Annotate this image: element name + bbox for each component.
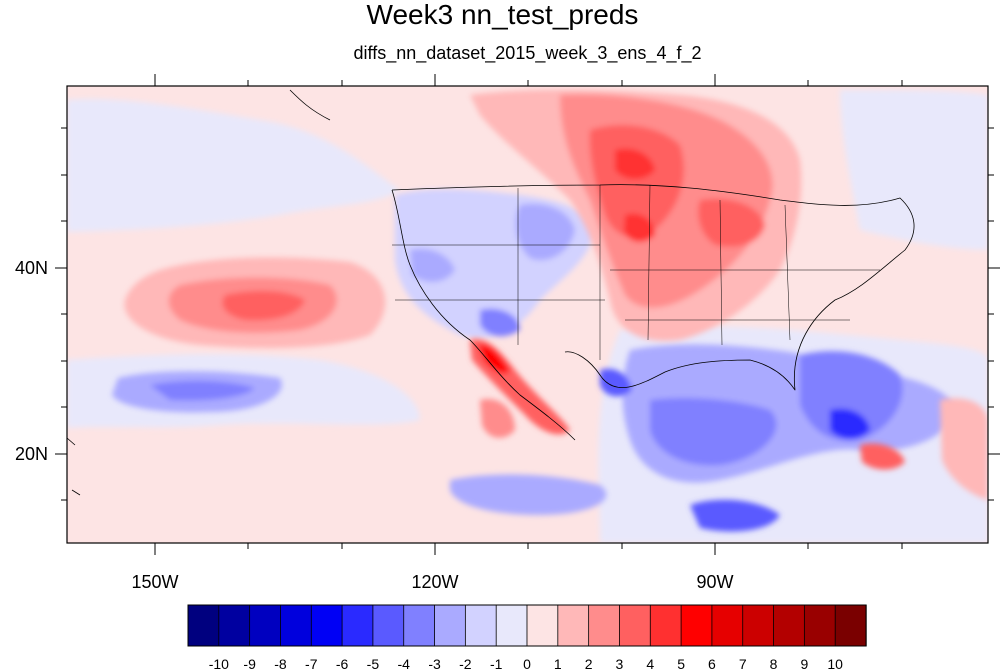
colorbar-frame bbox=[187, 604, 867, 647]
colorbar-tick-label: 7 bbox=[739, 656, 747, 672]
colorbar-tick-label: -1 bbox=[490, 656, 503, 672]
y-tick-label-40n: 40N bbox=[15, 258, 48, 278]
colorbar-tick-label: -5 bbox=[367, 656, 380, 672]
colorbar-tick-label: -4 bbox=[398, 656, 411, 672]
north-pacific-light-blue bbox=[67, 99, 400, 232]
florida-atlantic-cool-core bbox=[830, 408, 870, 439]
colorbar-tick-label: -8 bbox=[274, 656, 287, 672]
wyoming-cool bbox=[515, 203, 575, 261]
colorbar: -10 -9 -8 -7 -6 -5 -4 -3 -2 -1 0 1 2 3 4 5 6 7 8 9 10 bbox=[187, 604, 867, 672]
colorbar-swatch bbox=[218, 604, 251, 647]
y-tick-label-20n: 20N bbox=[15, 444, 48, 464]
colorbar-swatch bbox=[372, 604, 405, 647]
colorbar-swatch bbox=[341, 604, 374, 647]
colorbar-swatch bbox=[742, 604, 775, 647]
colorbar-swatch bbox=[588, 604, 621, 647]
colorbar-swatch bbox=[773, 604, 806, 647]
x-tick-label-90w: 90W bbox=[696, 572, 733, 592]
coastlines bbox=[67, 89, 915, 496]
colorbar-tick-label: 10 bbox=[827, 656, 843, 672]
colorbar-swatch bbox=[834, 604, 867, 647]
colorbar-swatch bbox=[187, 604, 220, 647]
pacific-coastline bbox=[391, 189, 576, 441]
colorbar-tick-label: -7 bbox=[305, 656, 318, 672]
central-us-warm-inner bbox=[589, 125, 684, 238]
x-tick-label-120w: 120W bbox=[411, 572, 458, 592]
alaska-coast bbox=[289, 89, 331, 121]
colorbar-tick-label: -6 bbox=[336, 656, 349, 672]
colorbar-swatch bbox=[464, 604, 497, 647]
colorbar-tick-label: -9 bbox=[243, 656, 256, 672]
mexico-pacific-warm bbox=[480, 399, 515, 438]
midwest-warm-core bbox=[624, 213, 655, 242]
colorbar-swatch bbox=[403, 604, 436, 647]
great-lakes-warm bbox=[698, 198, 765, 247]
caribbean-warm bbox=[860, 443, 905, 470]
florida-atlantic-cool-mid bbox=[800, 351, 903, 441]
colorbar-swatch bbox=[434, 604, 467, 647]
colorbar-swatch bbox=[803, 604, 836, 647]
colorbar-tick-label: 4 bbox=[646, 656, 654, 672]
colorbar-swatch bbox=[310, 604, 343, 647]
hawaii-islands bbox=[67, 437, 81, 496]
arizona-cool bbox=[480, 308, 520, 337]
colorbar-swatch bbox=[680, 604, 713, 647]
colorbar-tick-label: 2 bbox=[585, 656, 593, 672]
colorbar-swatch bbox=[711, 604, 744, 647]
colorbar-swatch bbox=[649, 604, 682, 647]
us-outline bbox=[391, 184, 915, 391]
colorbar-tick-label: -10 bbox=[209, 656, 229, 672]
colorbar-tick-label: 8 bbox=[770, 656, 778, 672]
nevada-cool bbox=[410, 248, 455, 282]
map-field bbox=[67, 86, 988, 543]
colorbar-tick-label: 9 bbox=[800, 656, 808, 672]
map-title: Week3 nn_test_preds bbox=[366, 0, 639, 30]
canada-warm-core bbox=[615, 148, 655, 179]
colorbar-swatch bbox=[619, 604, 651, 647]
state-boundaries bbox=[392, 184, 880, 360]
colorbar-swatch bbox=[526, 604, 559, 647]
baja-warm-core bbox=[478, 344, 510, 374]
east-pacific-cool bbox=[450, 474, 607, 515]
colorbar-tick-label: 0 bbox=[523, 656, 531, 672]
map-ticks bbox=[55, 74, 1000, 555]
colorbar-swatch bbox=[557, 604, 590, 647]
gulf-cool-mid bbox=[650, 398, 777, 466]
colorbar-tick-label: 1 bbox=[554, 656, 562, 672]
north-atlantic-light-blue bbox=[840, 90, 988, 250]
colorbar-swatch bbox=[280, 604, 312, 647]
colorbar-tick-label: 3 bbox=[616, 656, 624, 672]
colorbar-tick-label: 6 bbox=[708, 656, 716, 672]
x-tick-label-150w: 150W bbox=[131, 572, 178, 592]
pacific-warm-core bbox=[222, 290, 305, 321]
colorbar-tick-label: 5 bbox=[677, 656, 685, 672]
central-america-cool bbox=[690, 499, 780, 532]
subtropical-pacific-cool-core bbox=[150, 380, 255, 401]
colorbar-swatch bbox=[249, 604, 282, 647]
colorbar-tick-label: -2 bbox=[459, 656, 472, 672]
east-atlantic-warm bbox=[940, 398, 988, 500]
texas-coast-cool bbox=[600, 368, 632, 397]
positive-anomalies bbox=[124, 89, 988, 500]
colorbar-tick-label: -3 bbox=[428, 656, 441, 672]
colorbar-swatch bbox=[495, 604, 528, 647]
map-subtitle: diffs_nn_dataset_2015_week_3_ens_4_f_2 bbox=[353, 43, 702, 63]
